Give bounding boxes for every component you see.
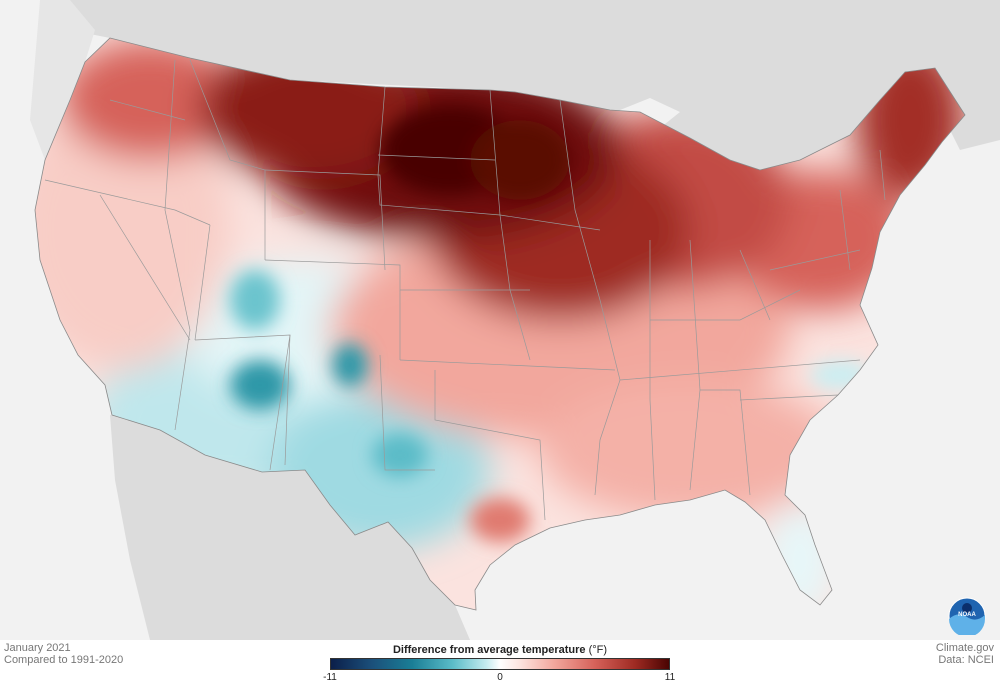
state-boundaries (44, 59, 886, 521)
us-outline (34, 37, 966, 611)
surrounding-land (30, 0, 1000, 640)
legend-color-bar (330, 658, 670, 670)
temperature-anomaly-map (30, 0, 1000, 640)
footer-right: Climate.gov Data: NCEI (936, 642, 994, 666)
legend-ticks: -11 0 11 (323, 670, 675, 684)
legend-tick-min: -11 (323, 672, 337, 683)
baseline-label: Compared to 1991-2020 (4, 654, 124, 666)
footer: January 2021 Compared to 1991-2020 Diffe… (0, 640, 1000, 690)
site-label: Climate.gov (935, 642, 994, 654)
date-label: January 2021 (4, 642, 71, 654)
legend-unit: (°F) (588, 644, 608, 656)
noaa-logo-text: NOAA (958, 612, 976, 618)
legend-title: Difference from average temperature (°F) (330, 643, 670, 658)
legend-title-text: Difference from average temperature (392, 644, 586, 656)
noaa-logo-icon: NOAA (948, 597, 986, 635)
source-label: Data: NCEI (938, 654, 994, 666)
legend-tick-zero: 0 (497, 672, 503, 683)
legend-tick-max: 11 (664, 672, 676, 683)
legend: Difference from average temperature (°F)… (323, 643, 675, 684)
footer-left: January 2021 Compared to 1991-2020 (4, 642, 123, 666)
